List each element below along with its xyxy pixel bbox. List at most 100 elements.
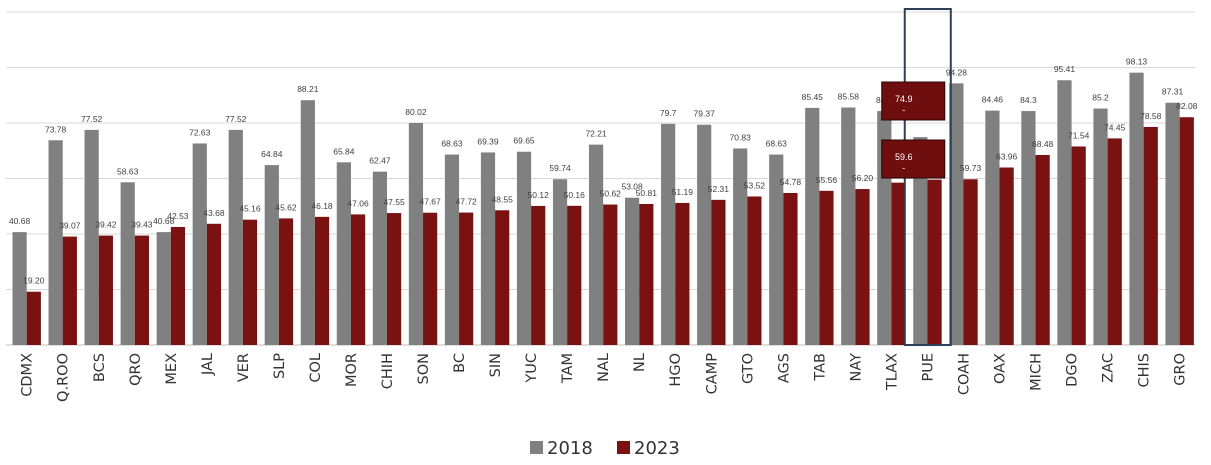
x-tick-label: TAB	[812, 353, 828, 382]
data-label-2018-mich: 84.3	[1020, 95, 1037, 105]
data-label-2018-coah: 94.28	[946, 67, 968, 77]
bar-2023-mor	[350, 214, 366, 345]
x-tick-label: MICH	[1029, 353, 1045, 391]
data-label-2018-dgo: 95.41	[1054, 64, 1076, 74]
data-label-2023-nl: 50.81	[636, 188, 658, 198]
bar-2023-slp	[278, 218, 294, 345]
bar-2018-qro	[120, 182, 135, 345]
x-tick-label: PUE	[920, 353, 936, 382]
x-tick-label: DGO	[1065, 353, 1081, 387]
x-tick-label: ZAC	[1101, 353, 1117, 383]
data-label-2023-chih: 47.55	[383, 197, 405, 207]
data-label-2018-nal: 72.21	[585, 129, 607, 139]
callout-value-2023: 59.6	[895, 152, 913, 162]
data-label-2023-tab: 55.56	[816, 175, 838, 185]
bar-2023-cdmx	[26, 291, 41, 345]
bar-2023-nal	[603, 204, 618, 345]
x-tick-label: SLP	[272, 353, 288, 379]
data-label-2023-qro: 39.43	[131, 220, 153, 230]
data-labels: 40.68 19.20 73.78 39.07 77.52 39.42 58.63 39.43…	[9, 57, 1198, 286]
x-tick-label: CDMX	[20, 353, 36, 397]
x-tick-label: SON	[416, 353, 432, 384]
legend-label-2018: 2018	[547, 438, 593, 459]
bar-2018-pue	[913, 137, 928, 345]
data-label-2018-zac: 85.2	[1092, 93, 1109, 103]
bar-2018-bc	[444, 154, 460, 345]
bar-2023-nay	[855, 189, 870, 345]
bar-2018-jal	[192, 143, 207, 345]
bar-2023-col	[314, 216, 330, 345]
data-label-2018-nl: 53.08	[621, 182, 643, 192]
data-label-2023-dgo: 71.54	[1068, 130, 1090, 140]
bar-2023-jal	[206, 223, 222, 345]
data-label-2023-chis: 78.58	[1140, 111, 1162, 121]
bar-2018-bcs	[84, 129, 99, 345]
bar-2023-ags	[783, 192, 798, 345]
data-label-2023-gro: 82.08	[1176, 101, 1198, 111]
bar-2018-mich	[1021, 111, 1036, 345]
x-tick-label: SIN	[488, 353, 504, 377]
callout-subtext-2018: -	[902, 105, 905, 115]
bar-2023-hgo	[675, 202, 690, 345]
data-label-2023-son: 47.67	[419, 197, 441, 207]
bar-2018-ags	[769, 154, 784, 345]
x-tick-label: NAY	[848, 353, 864, 382]
data-label-2018-oax: 84.46	[982, 95, 1004, 105]
data-label-2023-mich: 68.48	[1032, 139, 1054, 149]
bar-2018-nay	[841, 107, 856, 345]
data-label-2018-chih: 62.47	[369, 156, 391, 166]
data-label-2018-chis: 98.13	[1126, 57, 1148, 67]
x-tick-label: YUC	[524, 353, 540, 384]
callout-subtext-2023: -	[902, 163, 905, 173]
data-label-2023-col: 46.18	[311, 201, 333, 211]
x-tick-label: CHIS	[1137, 353, 1153, 388]
bar-2018-tam	[552, 179, 568, 345]
bar-2018-zac	[1093, 108, 1108, 345]
data-label-2018-son: 80.02	[405, 107, 427, 117]
bar-2023-mex	[170, 226, 186, 345]
legend: 2018 2023	[530, 438, 680, 459]
x-tick-label: QRO	[128, 353, 144, 386]
bar-2018-hgo	[661, 123, 676, 346]
x-tick-label: NAL	[596, 353, 612, 382]
bar-2018-nl	[625, 197, 640, 345]
bar-2023-bc	[459, 212, 474, 345]
bar-2023-tab	[819, 190, 834, 345]
data-label-2023-bcs: 39.42	[95, 220, 117, 230]
bar-2023-chis	[1143, 126, 1158, 346]
bars	[12, 72, 1194, 346]
bar-2018-gro	[1165, 102, 1180, 345]
legend-swatch-2023	[617, 441, 630, 454]
data-label-2018-gro: 87.31	[1162, 87, 1184, 97]
x-tick-label: COL	[308, 353, 324, 383]
bar-2023-sin	[495, 210, 510, 345]
data-label-2023-gto: 53.52	[744, 180, 766, 190]
callout-box-2018	[881, 81, 946, 121]
data-label-2018-jal: 72.63	[189, 127, 211, 137]
bar-2018-col	[300, 100, 315, 345]
data-label-2023-bc: 47.72	[456, 197, 478, 207]
bar-2018-camp	[697, 124, 712, 345]
x-tick-label: COAH	[956, 353, 972, 395]
bar-2023-bcs	[98, 235, 113, 345]
data-label-2018-tam: 59.74	[549, 163, 571, 173]
data-label-2023-qroo: 39.07	[59, 221, 81, 231]
data-label-2018-camp: 79.37	[694, 109, 716, 119]
bar-2023-mich	[1035, 154, 1050, 345]
data-label-2023-nal: 50.62	[600, 189, 622, 199]
data-label-2018-yuc: 69.65	[513, 136, 535, 146]
data-label-2023-coah: 59.73	[960, 163, 982, 173]
data-label-2018-mex: 40.68	[153, 216, 175, 226]
data-label-2018-col: 88.21	[297, 84, 319, 94]
bar-2023-dgo	[1071, 146, 1086, 345]
bar-2018-mex	[156, 232, 171, 345]
x-tick-label: JAL	[200, 353, 216, 376]
x-axis-tick-labels: CDMX Q.ROO BCS QRO MEX JAL VER SLP COL MOR CHIH SON…	[20, 353, 1189, 402]
legend-swatch-2018	[530, 441, 543, 454]
data-label-2018-gto: 70.83	[730, 132, 752, 142]
x-tick-label: GTO	[740, 353, 756, 384]
data-label-2018-qro: 58.63	[117, 166, 139, 176]
bar-2023-gro	[1179, 117, 1194, 345]
data-label-2023-zac: 74.45	[1104, 122, 1126, 132]
data-label-2023-mor: 47.06	[347, 198, 369, 208]
